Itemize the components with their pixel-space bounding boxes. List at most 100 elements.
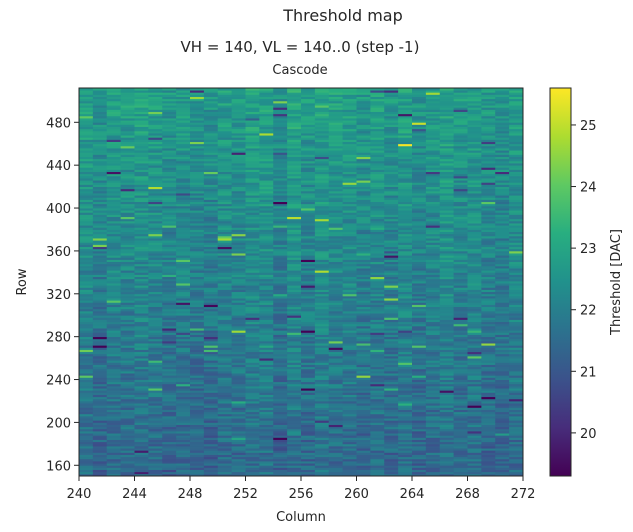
heatmap-cell bbox=[328, 298, 344, 301]
heatmap-cell bbox=[120, 418, 135, 421]
heatmap-cell bbox=[342, 216, 357, 220]
heatmap-cell bbox=[92, 319, 108, 323]
heatmap-cell bbox=[190, 283, 205, 286]
heatmap-cell bbox=[203, 430, 219, 434]
heatmap-cell bbox=[120, 405, 135, 408]
heatmap-cell bbox=[342, 315, 357, 318]
heatmap-cell bbox=[134, 220, 149, 224]
heatmap-cell bbox=[328, 126, 344, 130]
heatmap-cell bbox=[412, 398, 427, 402]
heatmap-cell bbox=[245, 435, 260, 438]
heatmap-cell bbox=[342, 400, 357, 404]
heatmap-cell bbox=[273, 242, 288, 245]
heatmap-cell bbox=[148, 178, 163, 181]
heatmap-cell bbox=[439, 100, 455, 104]
heatmap-cell bbox=[217, 261, 233, 265]
heatmap-cell bbox=[92, 184, 108, 187]
heatmap-cell bbox=[106, 193, 122, 196]
heatmap-cell bbox=[190, 439, 205, 443]
heatmap-cell bbox=[412, 175, 427, 179]
heatmap-cell bbox=[412, 169, 427, 172]
heatmap-cell bbox=[231, 291, 246, 295]
heatmap-cell bbox=[134, 379, 149, 383]
heatmap-cell bbox=[148, 403, 163, 406]
heatmap-cell bbox=[287, 407, 302, 410]
heatmap-cell bbox=[301, 469, 316, 473]
heatmap-cell bbox=[176, 452, 191, 455]
heatmap-cell bbox=[245, 124, 260, 127]
heatmap-cell bbox=[120, 460, 135, 464]
heatmap-cell bbox=[453, 351, 468, 355]
heatmap-cell bbox=[217, 426, 233, 430]
heatmap-cell bbox=[148, 98, 163, 102]
heatmap-cell bbox=[398, 201, 413, 205]
heatmap-cell bbox=[245, 433, 260, 436]
heatmap-cell bbox=[356, 458, 371, 462]
heatmap-cell bbox=[384, 280, 399, 284]
heatmap-cell bbox=[301, 452, 316, 455]
heatmap-cell bbox=[92, 396, 108, 400]
heatmap-cell bbox=[203, 276, 219, 280]
heatmap-cell bbox=[134, 448, 149, 451]
heatmap-cell bbox=[92, 150, 108, 153]
heatmap-cell bbox=[245, 214, 260, 218]
heatmap-cell bbox=[370, 390, 385, 393]
heatmap-cell bbox=[342, 109, 357, 112]
heatmap-cell bbox=[176, 208, 191, 211]
heatmap-cell bbox=[314, 300, 330, 303]
heatmap-cell bbox=[287, 388, 302, 391]
heatmap-cell bbox=[162, 141, 177, 145]
heatmap-cell bbox=[92, 328, 108, 331]
heatmap-cell bbox=[412, 366, 427, 370]
heatmap-cell bbox=[287, 111, 302, 115]
heatmap-cell bbox=[245, 178, 260, 181]
heatmap-cell bbox=[342, 409, 357, 413]
heatmap-cell bbox=[439, 323, 455, 327]
heatmap-cell bbox=[231, 293, 246, 297]
heatmap-cell bbox=[328, 103, 344, 106]
heatmap-cell bbox=[425, 195, 441, 198]
heatmap-cell bbox=[342, 280, 357, 284]
heatmap-cell bbox=[342, 135, 357, 138]
heatmap-cell bbox=[425, 298, 441, 301]
heatmap-cell bbox=[342, 270, 357, 273]
heatmap-cell bbox=[231, 233, 246, 237]
heatmap-cell bbox=[453, 398, 468, 402]
heatmap-cell bbox=[203, 203, 219, 207]
heatmap-cell bbox=[79, 109, 94, 112]
heatmap-cell bbox=[79, 409, 94, 413]
heatmap-cell bbox=[342, 253, 357, 256]
heatmap-cell bbox=[217, 463, 233, 466]
heatmap-cell bbox=[203, 390, 219, 393]
heatmap-cell bbox=[120, 238, 135, 241]
heatmap-cell bbox=[412, 334, 427, 338]
heatmap-cell bbox=[148, 452, 163, 455]
heatmap-cell bbox=[398, 169, 413, 172]
heatmap-cell bbox=[287, 225, 302, 228]
heatmap-cell bbox=[370, 285, 385, 288]
heatmap-cell bbox=[301, 130, 316, 134]
heatmap-cell bbox=[314, 154, 330, 157]
heatmap-cell bbox=[148, 223, 163, 226]
heatmap-cell bbox=[425, 385, 441, 389]
heatmap-cell bbox=[370, 385, 385, 389]
heatmap-cell bbox=[314, 139, 330, 142]
heatmap-cell bbox=[342, 113, 357, 117]
heatmap-cell bbox=[439, 150, 455, 153]
heatmap-cell bbox=[356, 443, 371, 447]
heatmap-cell bbox=[356, 233, 371, 237]
heatmap-cell bbox=[203, 340, 219, 344]
heatmap-cell bbox=[203, 289, 219, 293]
heatmap-cell bbox=[203, 238, 219, 241]
heatmap-cell bbox=[79, 88, 94, 91]
heatmap-cell bbox=[217, 158, 233, 162]
heatmap-cell bbox=[342, 443, 357, 447]
heatmap-cell bbox=[92, 126, 108, 130]
heatmap-cell bbox=[314, 452, 330, 455]
heatmap-cell bbox=[384, 257, 399, 260]
heatmap-cell bbox=[314, 428, 330, 432]
heatmap-cell bbox=[384, 452, 399, 455]
heatmap-cell bbox=[176, 152, 191, 155]
heatmap-cell bbox=[301, 96, 316, 100]
heatmap-cell bbox=[259, 435, 274, 438]
